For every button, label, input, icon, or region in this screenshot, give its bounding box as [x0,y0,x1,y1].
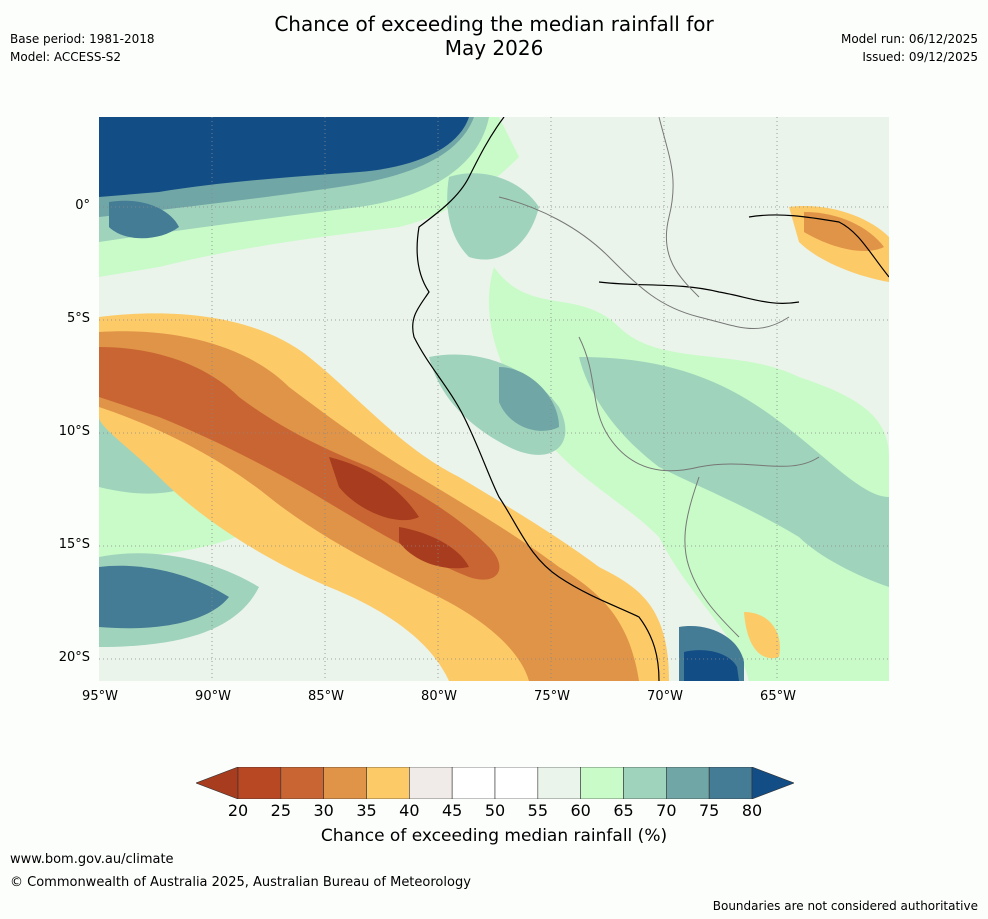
colorbar-box-50 [494,767,539,799]
map-title: Chance of exceeding the median rainfall … [0,12,988,60]
lat-label-5s: 5°S [66,311,90,326]
colorbar [196,767,794,799]
country-boundaries [498,117,820,638]
lat-label-10s: 10°S [58,424,90,439]
lon-label-95w: 95°W [82,689,118,704]
lon-label-85w: 85°W [308,689,344,704]
colorbar-box-75 [708,767,753,799]
colorbar-box-55 [537,767,581,799]
colorbar-tick-55: 55 [527,801,548,820]
colorbar-tick-20: 20 [227,801,249,820]
issued-date: Issued: 09/12/2025 [862,50,978,64]
model-run: Model run: 06/12/2025 [840,32,978,46]
coastline [412,117,660,681]
lon-label-80w: 80°W [421,689,457,704]
title-line-1: Chance of exceeding the median rainfall … [274,12,714,36]
base-period: Base period: 1981-2018 [10,32,155,46]
lon-label-90w: 90°W [195,689,231,704]
colorbar-tick-50: 50 [484,801,506,820]
colorbar-box-20 [237,767,282,799]
colorbar-tick-40: 40 [399,801,420,820]
colorbar-tick-70: 70 [656,801,677,820]
colorbar-arrow-low [196,767,239,799]
lat-label-20s: 20°S [58,650,90,665]
lat-label-0: 0° [75,198,90,213]
colorbar-label: Chance of exceeding median rainfall (%) [320,826,668,846]
colorbar-tick-30: 30 [313,801,334,820]
colorbar-tick-80: 80 [741,801,763,820]
colorbar-box-60 [580,767,624,799]
colorbar-tick-25: 25 [270,801,291,820]
lon-label-70w: 70°W [647,689,683,704]
colorbar-tick-75: 75 [698,801,720,820]
footer-copyright: © Commonwealth of Australia 2025, Austra… [10,875,471,890]
amazon-river [598,214,889,304]
colorbar-arrow-high [751,767,794,799]
colorbar-box-70 [666,767,710,799]
meta-left: Base period: 1981-2018 Model: ACCESS-S2 [10,30,155,66]
title-line-2: May 2026 [444,36,544,60]
model-name: Model: ACCESS-S2 [10,50,122,64]
colorbar-tick-35: 35 [356,801,377,820]
lon-label-65w: 65°W [760,689,796,704]
colorbar-tick-45: 45 [441,801,463,820]
colorbar-box-25 [280,767,324,799]
colorbar-tick-65: 65 [613,801,634,820]
colorbar-box-40 [409,767,453,799]
colorbar-box-35 [366,767,410,799]
colorbar-tick-60: 60 [570,801,591,820]
lat-label-15s: 15°S [58,537,90,552]
footer-url: www.bom.gov.au/climate [10,852,174,867]
dry-field-strong [99,347,500,580]
footer-note: Boundaries are not considered authoritat… [712,899,978,913]
colorbar-box-45 [451,767,496,799]
colorbar-box-65 [623,767,667,799]
wet-core-north [99,117,469,197]
rainfall-map [99,117,889,681]
meta-right: Model run: 06/12/2025 Issued: 09/12/2025 [841,30,978,66]
lon-label-75w: 75°W [534,689,570,704]
colorbar-box-30 [323,767,367,799]
wet-core-south [684,650,739,681]
